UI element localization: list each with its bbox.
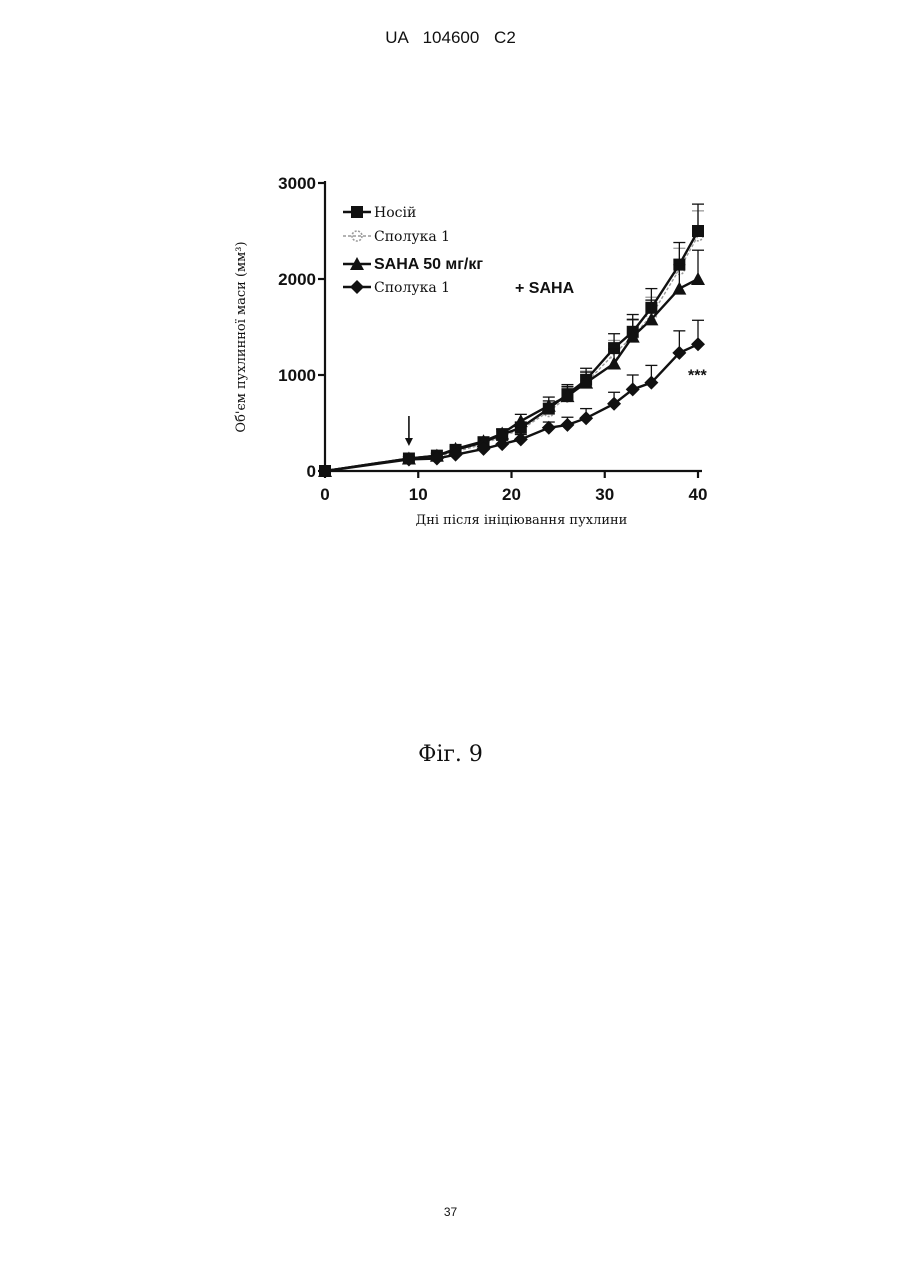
y-tick-label: 0: [307, 462, 316, 481]
legend-label: SAHA 50 мг/кг: [374, 256, 483, 273]
significance-annotation: ***: [688, 367, 707, 384]
series-diamond: [318, 320, 705, 478]
x-tick-label: 40: [689, 485, 708, 504]
triangle-marker: [514, 414, 528, 427]
y-tick-label: 1000: [278, 366, 316, 385]
y-tick-label: 3000: [278, 174, 316, 193]
legend-label: Сполука 1: [374, 280, 450, 296]
triangle-marker: [691, 272, 705, 285]
y-axis-title: Об'єм пухлинної маси (мм³): [234, 241, 249, 432]
series-circle: [320, 211, 704, 476]
triangle-marker: [672, 282, 686, 295]
x-axis-title: Дні після ініціювання пухлини: [416, 513, 628, 528]
square-marker: [692, 225, 704, 237]
diamond-marker: [691, 337, 705, 351]
series-line: [325, 344, 698, 471]
y-tick-label: 2000: [278, 270, 316, 289]
legend-label: Сполука 1: [374, 229, 450, 245]
chart-svg: 0 1000 2000 3000 0 10 20 30 40 Носій Сполука 1 SAH…: [215, 160, 735, 550]
x-tick-label: 20: [502, 485, 521, 504]
square-marker: [351, 206, 363, 218]
legend-label: Носій: [374, 205, 416, 221]
series-square: [319, 204, 704, 477]
treatment-arrow-head: [405, 438, 413, 446]
tumor-volume-chart: 0 1000 2000 3000 0 10 20 30 40 Носій Сполука 1 SAH…: [215, 160, 735, 550]
chart-legend: Носій Сполука 1 SAHA 50 мг/кг Сполука 1 + SA…: [343, 205, 575, 297]
diamond-marker: [579, 411, 593, 425]
page-number: 37: [0, 1205, 901, 1219]
x-tick-label: 30: [595, 485, 614, 504]
diamond-marker: [350, 280, 364, 294]
diamond-marker: [560, 418, 574, 432]
document-header: UA 104600 C2: [0, 28, 901, 48]
x-tick-label: 10: [409, 485, 428, 504]
chart-series-layer: [318, 204, 705, 478]
x-tick-label: 0: [320, 485, 329, 504]
figure-caption: Фіг. 9: [0, 742, 901, 767]
legend-label-continuation: + SAHA: [515, 280, 575, 297]
diamond-marker: [542, 421, 556, 435]
chart-axes: 0 1000 2000 3000 0 10 20 30 40: [278, 174, 707, 504]
